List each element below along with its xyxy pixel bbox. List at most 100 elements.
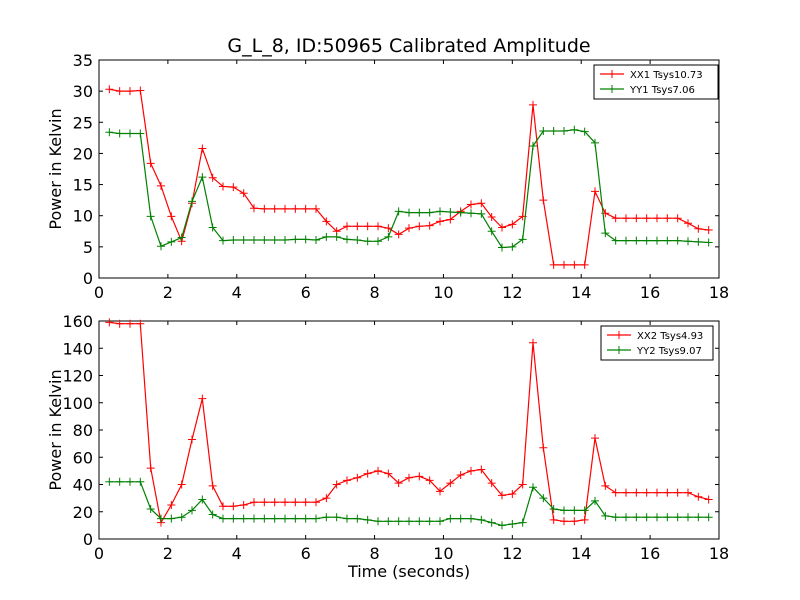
data-point-marker: [518, 235, 527, 244]
x-tick-label: 8: [369, 544, 379, 563]
data-point-marker: [405, 517, 413, 526]
data-point-marker: [332, 232, 341, 241]
data-point-marker: [167, 212, 176, 221]
x-tick-label: 0: [94, 283, 104, 302]
data-point-marker: [529, 483, 537, 492]
data-point-marker: [353, 514, 362, 523]
data-point-marker: [446, 215, 455, 224]
data-point-marker: [446, 479, 455, 488]
data-point-marker: [322, 513, 331, 522]
data-point-marker: [353, 473, 362, 482]
data-point-marker: [281, 514, 289, 523]
data-point-marker: [477, 465, 486, 474]
data-point-marker: [622, 214, 630, 223]
data-point-marker: [498, 521, 506, 530]
data-point-marker: [146, 159, 155, 168]
y-axis-label: Power in Kelvin: [46, 369, 65, 490]
data-point-marker: [673, 488, 682, 497]
data-point-marker: [518, 480, 527, 489]
data-point-marker: [115, 319, 124, 328]
data-point-marker: [167, 514, 176, 523]
data-point-marker: [167, 237, 176, 246]
data-point-marker: [219, 514, 227, 523]
data-point-marker: [374, 466, 382, 475]
data-point-marker: [281, 204, 289, 213]
data-point-marker: [591, 187, 599, 196]
data-point-marker: [384, 232, 393, 241]
x-tick-label: 12: [502, 544, 522, 563]
data-point-marker: [115, 87, 124, 96]
x-tick-label: 18: [709, 283, 729, 302]
x-tick-label: 10: [433, 283, 453, 302]
data-point-marker: [363, 469, 372, 478]
data-point-marker: [601, 481, 610, 490]
data-point-marker: [126, 319, 134, 328]
y-tick-label: 100: [62, 394, 93, 413]
data-point-marker: [105, 318, 114, 327]
data-point-marker: [177, 233, 186, 242]
data-point-marker: [570, 260, 579, 269]
y-axis-label: Power in Kelvin: [46, 108, 65, 229]
data-point-marker: [239, 189, 248, 198]
data-point-marker: [415, 472, 424, 481]
data-point-marker: [673, 513, 682, 522]
y-tick-label: 10: [73, 207, 93, 226]
data-point-marker: [436, 517, 444, 526]
data-point-marker: [591, 138, 599, 147]
x-tick-label: 14: [571, 544, 591, 563]
data-point-marker: [260, 514, 269, 523]
data-point-marker: [239, 236, 248, 245]
data-point-marker: [632, 488, 641, 497]
data-point-marker: [260, 498, 269, 507]
data-point-marker: [374, 222, 382, 231]
data-point-marker: [684, 219, 692, 228]
data-point-marker: [560, 260, 568, 269]
data-point-marker: [198, 144, 207, 153]
data-point-marker: [467, 200, 475, 209]
data-point-marker: [177, 513, 186, 522]
y-tick-label: 160: [62, 312, 93, 331]
data-point-marker: [105, 85, 114, 94]
data-point-marker: [157, 181, 165, 190]
data-point-marker: [394, 517, 403, 526]
data-point-marker: [322, 217, 331, 226]
data-point-marker: [653, 513, 661, 522]
data-point-marker: [415, 208, 424, 217]
data-point-marker: [146, 505, 155, 514]
data-point-marker: [498, 243, 506, 252]
data-point-marker: [188, 506, 196, 515]
legend-marker: [608, 70, 616, 78]
data-point-marker: [622, 236, 630, 245]
data-point-marker: [384, 469, 393, 478]
data-point-marker: [580, 515, 589, 524]
data-point-marker: [343, 222, 351, 231]
data-point-marker: [642, 214, 651, 223]
x-tick-label: 10: [433, 544, 453, 563]
data-point-marker: [312, 514, 320, 523]
data-point-marker: [281, 498, 289, 507]
data-point-marker: [467, 466, 475, 475]
x-tick-label: 6: [301, 283, 311, 302]
data-point-marker: [580, 260, 589, 269]
data-point-marker: [105, 477, 114, 486]
data-point-marker: [694, 237, 703, 246]
legend-marker: [608, 85, 616, 93]
data-point-marker: [591, 434, 599, 443]
data-point-marker: [188, 197, 196, 206]
data-point-marker: [436, 207, 444, 216]
data-point-marker: [270, 498, 279, 507]
data-point-marker: [198, 495, 207, 504]
data-point-marker: [456, 470, 465, 479]
data-point-marker: [642, 236, 651, 245]
y-tick-label: 60: [73, 448, 93, 467]
y-tick-label: 140: [62, 339, 93, 358]
y-tick-label: 20: [73, 144, 93, 163]
data-point-marker: [146, 212, 155, 221]
legend-marker: [615, 346, 623, 354]
data-point-marker: [425, 221, 434, 230]
legend-entry: YY2 Tsys9.07: [636, 346, 702, 357]
y-tick-label: 20: [73, 503, 93, 522]
data-point-marker: [115, 477, 124, 486]
data-point-marker: [487, 479, 496, 488]
